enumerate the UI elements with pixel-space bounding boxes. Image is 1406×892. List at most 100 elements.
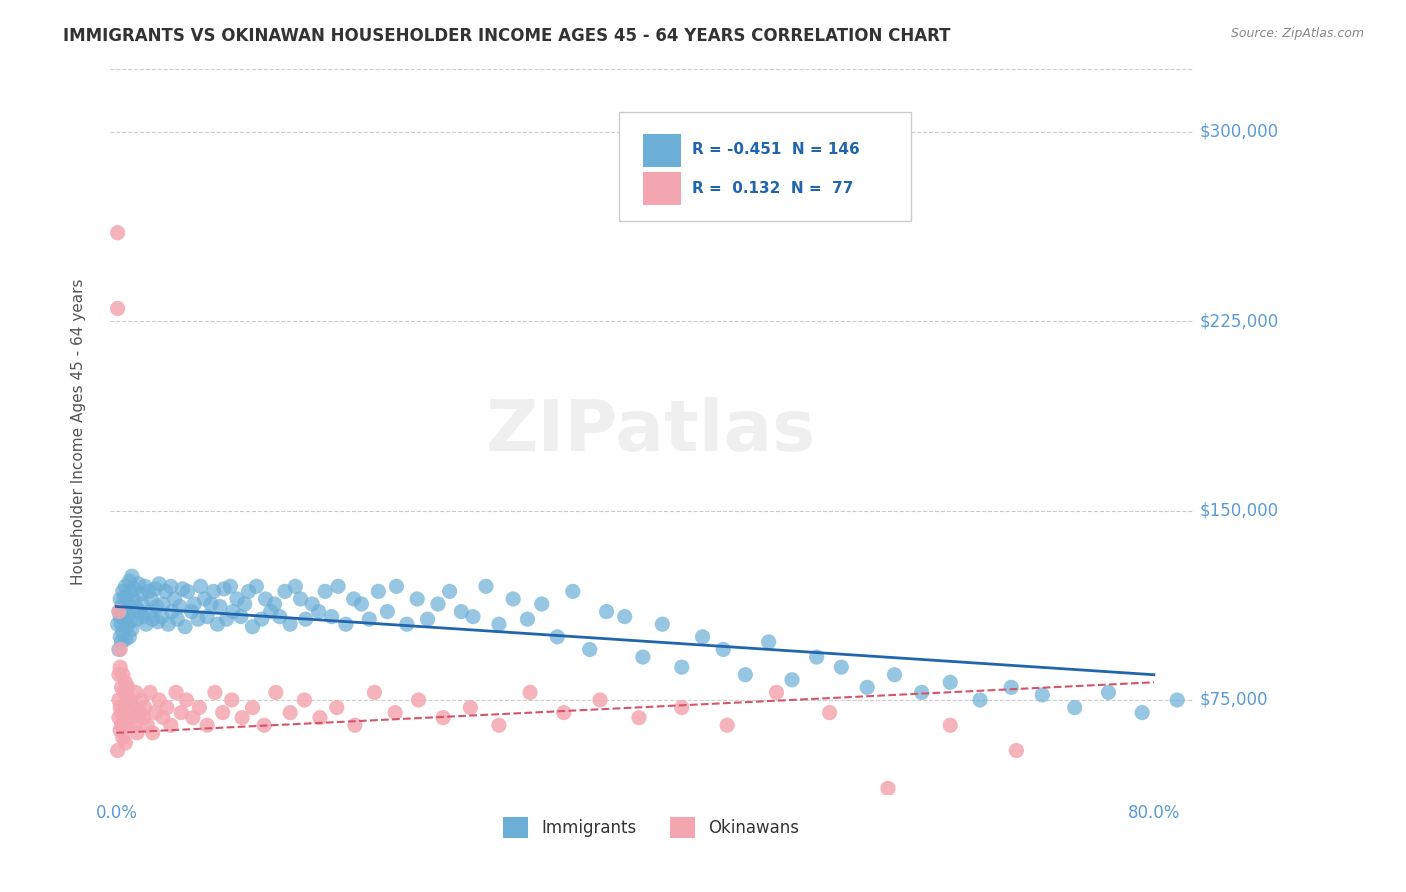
Immigrants [207,617,229,632]
Immigrants [163,591,186,606]
Immigrants [488,617,510,632]
Immigrants [150,609,173,624]
Immigrants [780,673,803,687]
Immigrants [561,584,583,599]
Bar [643,134,681,167]
Immigrants [121,622,143,636]
Text: $225,000: $225,000 [1199,312,1278,330]
Immigrants [1277,706,1299,720]
Okinawans [716,718,738,732]
Immigrants [120,615,142,629]
Okinawans [110,660,132,674]
Immigrants [359,612,381,626]
Okinawans [108,693,131,707]
Okinawans [139,685,162,699]
Immigrants [169,599,191,614]
Okinawans [384,706,406,720]
Immigrants [209,599,232,614]
Immigrants [160,605,183,619]
Immigrants [233,597,256,611]
Okinawans [242,700,264,714]
Immigrants [254,591,277,606]
Immigrants [127,612,149,626]
Immigrants [141,591,163,606]
Immigrants [114,632,136,647]
Okinawans [211,706,233,720]
Okinawans [181,711,204,725]
Immigrants [127,576,149,591]
Okinawans [110,681,132,695]
Immigrants [202,584,225,599]
Okinawans [264,685,287,699]
Immigrants [117,597,139,611]
Immigrants [546,630,568,644]
Okinawans [627,711,650,725]
Okinawans [115,693,138,707]
Immigrants [190,579,212,593]
Immigrants [516,612,538,626]
Immigrants [122,591,145,606]
Immigrants [138,584,160,599]
Okinawans [118,706,141,720]
Immigrants [692,630,714,644]
Okinawans [125,685,148,699]
Okinawans [553,706,575,720]
Immigrants [125,599,148,614]
Immigrants [148,576,170,591]
Okinawans [765,685,787,699]
Immigrants [806,650,828,665]
Immigrants [856,681,879,695]
Okinawans [129,693,152,707]
Immigrants [131,597,153,611]
Immigrants [174,620,197,634]
Text: $150,000: $150,000 [1199,501,1278,519]
Okinawans [128,706,150,720]
Okinawans [343,718,366,732]
Immigrants [115,620,138,634]
Immigrants [172,582,194,596]
Immigrants [426,597,449,611]
Immigrants [219,579,242,593]
Okinawans [114,736,136,750]
Immigrants [129,587,152,601]
Immigrants [112,591,135,606]
Okinawans [278,706,301,720]
Immigrants [114,579,136,593]
Immigrants [155,584,177,599]
Immigrants [135,617,157,632]
Immigrants [278,617,301,632]
Immigrants [110,591,132,606]
Immigrants [112,612,135,626]
Immigrants [146,615,169,629]
Immigrants [461,609,484,624]
Immigrants [108,642,131,657]
Immigrants [595,605,617,619]
Immigrants [1166,693,1188,707]
Okinawans [124,718,146,732]
Okinawans [114,675,136,690]
Okinawans [408,693,430,707]
Okinawans [152,711,174,725]
Immigrants [238,584,260,599]
Immigrants [530,597,553,611]
Immigrants [613,609,636,624]
Immigrants [229,609,252,624]
Immigrants [326,579,349,593]
Immigrants [110,635,132,649]
Immigrants [450,605,472,619]
Immigrants [215,612,238,626]
Okinawans [231,711,253,725]
Immigrants [1097,685,1119,699]
Immigrants [117,609,139,624]
Immigrants [110,617,132,632]
Immigrants [193,591,215,606]
Immigrants [176,584,198,599]
Immigrants [121,569,143,583]
Okinawans [110,642,132,657]
Okinawans [148,693,170,707]
Okinawans [121,711,143,725]
Immigrants [111,607,134,621]
Immigrants [883,667,905,681]
Text: R = -0.451  N = 146: R = -0.451 N = 146 [692,143,860,157]
Immigrants [734,667,756,681]
